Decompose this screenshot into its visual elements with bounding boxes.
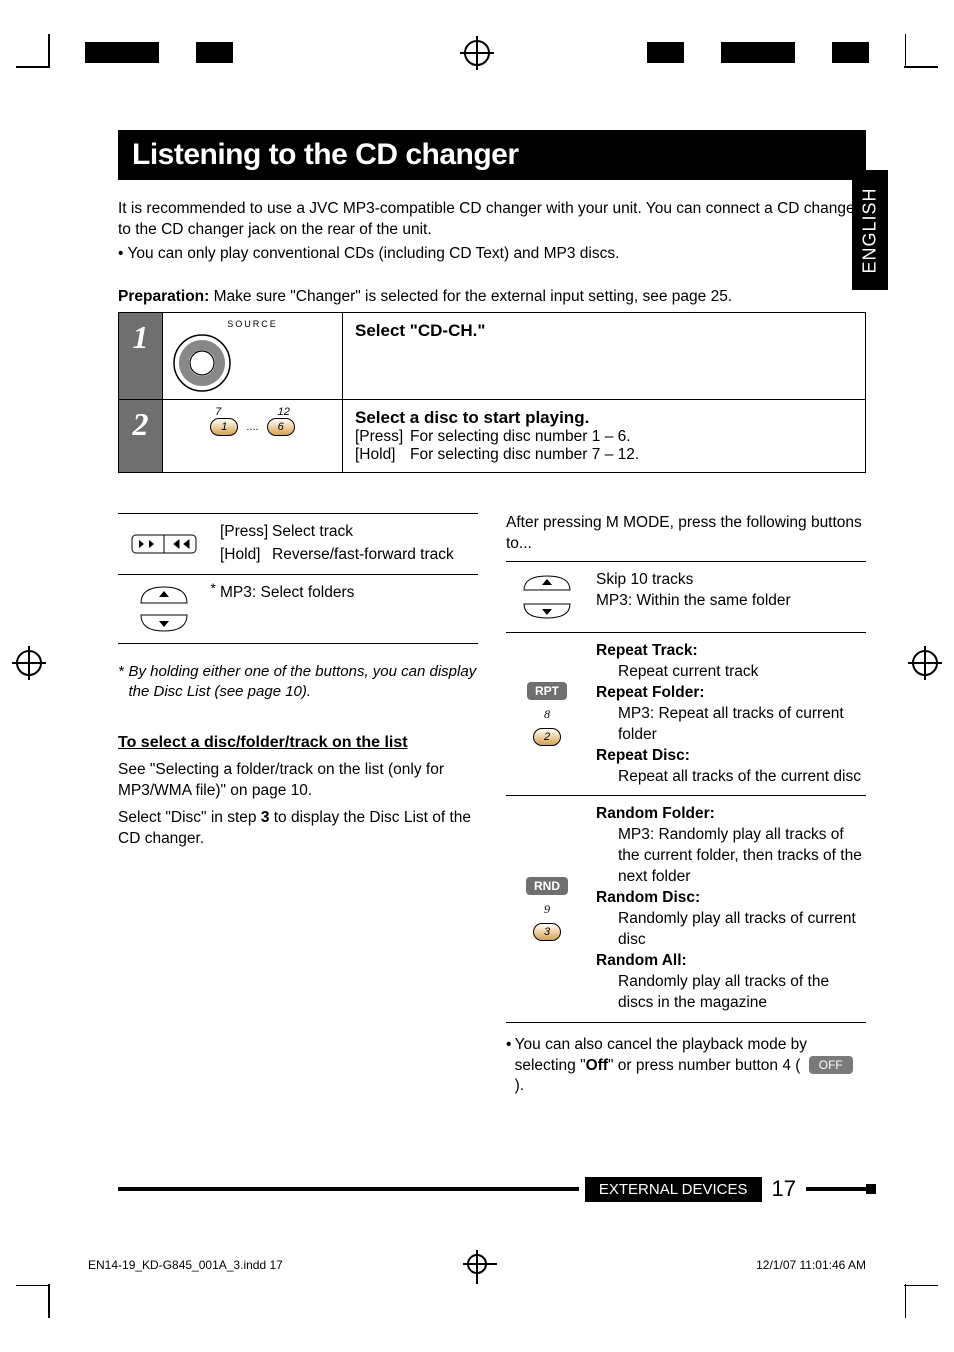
step-headline: Select a disc to start playing. xyxy=(355,408,853,428)
group-head: Random Disc: xyxy=(596,889,700,906)
group-head: Repeat Track: xyxy=(596,642,698,659)
paragraph: See "Selecting a folder/track on the lis… xyxy=(118,760,478,802)
group-head: Random Folder: xyxy=(596,805,715,822)
group-body: Repeat all tracks of the current disc xyxy=(618,767,862,788)
intro-text: It is recommended to use a JVC MP3-compa… xyxy=(118,198,866,241)
step-number: 2 xyxy=(119,400,163,473)
step-row: 2 7 12 1 .... 6 Select a disc to start p… xyxy=(119,400,866,473)
steps-table: 1 SOURCE Select "CD-CH." 2 7 12 xyxy=(118,312,866,473)
right-lead: After pressing M MODE, press the followi… xyxy=(506,513,866,555)
hold-label: [Hold] xyxy=(355,446,410,464)
source-label: SOURCE xyxy=(167,319,338,329)
group-body: MP3: Randomly play all tracks of the cur… xyxy=(618,825,862,888)
footer-rule: EXTERNAL DEVICES 17 xyxy=(118,1176,866,1202)
registration-target-icon xyxy=(467,1254,487,1277)
group-head: Repeat Disc: xyxy=(596,747,690,764)
crop-mark xyxy=(16,1285,50,1287)
number-button-icon: 2 xyxy=(533,728,561,746)
preparation-label: Preparation: xyxy=(118,288,209,305)
hold-label: [Hold] xyxy=(220,545,272,566)
group-body: Repeat current track xyxy=(618,662,862,683)
subheading: To select a disc/folder/track on the lis… xyxy=(118,732,478,754)
intro-block: It is recommended to use a JVC MP3-compa… xyxy=(118,198,866,264)
press-label: [Press] xyxy=(355,428,410,446)
text: Select "Disc" in step xyxy=(118,809,261,826)
hold-text: For selecting disc number 7 – 12. xyxy=(410,446,853,464)
imprint-right: 12/1/07 11:01:46 AM xyxy=(756,1258,866,1272)
off-word: Off xyxy=(586,1057,608,1074)
section-badge: EXTERNAL DEVICES xyxy=(585,1177,762,1202)
number-button-icon: 6 xyxy=(267,418,295,436)
small-number: 9 xyxy=(544,901,550,917)
dial-icon xyxy=(167,329,237,393)
page-title: Listening to the CD changer xyxy=(118,130,866,180)
track-buttons-icon xyxy=(130,529,198,559)
footnote: * By holding either one of the buttons, … xyxy=(118,662,478,703)
crop-mark xyxy=(16,66,50,68)
crop-mark xyxy=(48,1284,50,1318)
registration-target-icon xyxy=(464,40,490,66)
hold-text: Reverse/fast-forward track xyxy=(272,545,474,566)
up-button-icon xyxy=(137,583,191,607)
group-head: Random All: xyxy=(596,952,687,969)
preparation-text: Make sure "Changer" is selected for the … xyxy=(209,288,732,305)
crop-mark xyxy=(48,34,50,68)
asterisk: * xyxy=(211,579,216,598)
group-body: MP3: Repeat all tracks of current folder xyxy=(618,704,862,746)
registration-target-icon xyxy=(912,650,938,676)
preparation-line: Preparation: Make sure "Changer" is sele… xyxy=(118,288,866,306)
rnd-badge: RND xyxy=(526,877,568,895)
down-button-icon xyxy=(520,600,574,622)
cancel-note: • You can also cancel the playback mode … xyxy=(506,1035,866,1098)
number-button-icon: 1 xyxy=(210,418,238,436)
group-head: Repeat Folder: xyxy=(596,684,705,701)
crop-mark xyxy=(905,1284,907,1318)
text: " or press number button 4 ( xyxy=(608,1057,805,1074)
group-body: Randomly play all tracks of the discs in… xyxy=(618,972,862,1014)
down-button-icon xyxy=(137,611,191,635)
press-text: For selecting disc number 1 – 6. xyxy=(410,428,853,446)
footnote-mark: * xyxy=(118,662,128,703)
mp3-folders-text: MP3: Select folders xyxy=(210,575,478,643)
footnote-text: By holding either one of the buttons, yo… xyxy=(128,662,478,703)
text: ). xyxy=(515,1077,524,1094)
press-label: [Press] xyxy=(220,522,272,543)
crop-mark xyxy=(905,34,907,68)
step-headline: Select "CD-CH." xyxy=(355,321,853,341)
group-body: Randomly play all tracks of current disc xyxy=(618,909,862,951)
step-row: 1 SOURCE Select "CD-CH." xyxy=(119,313,866,400)
step-button-graphic: SOURCE xyxy=(163,313,343,400)
btn-top-num: 12 xyxy=(278,406,290,418)
crop-mark xyxy=(904,1285,938,1287)
btn-top-num: 7 xyxy=(215,406,221,418)
page-number: 17 xyxy=(772,1176,796,1202)
ellipsis: .... xyxy=(246,421,258,433)
right-column: After pressing M MODE, press the followi… xyxy=(506,513,866,1097)
crop-mark xyxy=(904,66,938,68)
up-button-icon xyxy=(520,572,574,594)
press-text: Select track xyxy=(272,522,474,543)
rpt-badge: RPT xyxy=(527,682,567,700)
skip-line: MP3: Within the same folder xyxy=(596,591,862,612)
imprint-line: EN14-19_KD-G845_001A_3.indd 17 12/1/07 1… xyxy=(88,1258,866,1272)
left-column: [Press] Select track [Hold] Reverse/fast… xyxy=(118,513,478,1097)
step-number: 1 xyxy=(119,313,163,400)
step-button-graphic: 7 12 1 .... 6 xyxy=(163,400,343,473)
paragraph: Select "Disc" in step 3 to display the D… xyxy=(118,808,478,850)
off-badge: OFF xyxy=(809,1056,853,1074)
intro-bullet: You can only play conventional CDs (incl… xyxy=(118,243,866,264)
imprint-left: EN14-19_KD-G845_001A_3.indd 17 xyxy=(88,1258,283,1272)
registration-target-icon xyxy=(16,650,42,676)
skip-line: Skip 10 tracks xyxy=(596,570,862,591)
small-number: 8 xyxy=(544,706,550,722)
number-button-icon: 3 xyxy=(533,923,561,941)
